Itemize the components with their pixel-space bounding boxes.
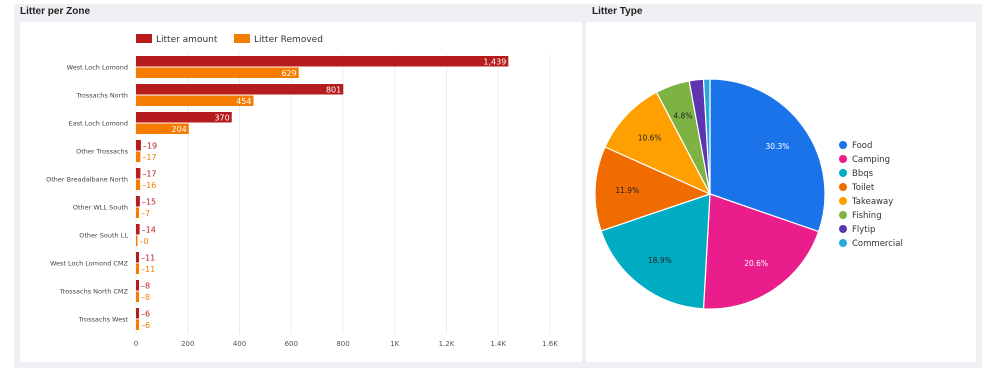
bar	[136, 196, 140, 207]
legend-label: Food	[852, 141, 872, 151]
bar-value-label: –8	[141, 293, 150, 302]
pie-slice-label: 11.9%	[615, 186, 639, 195]
bar	[136, 319, 139, 330]
pie-slice	[600, 193, 711, 310]
bar-chart: 0 200 400 600 800 1K 1.2K 1.4K 1.6K Litter amount…	[46, 34, 558, 348]
bar-value-label: –11	[141, 253, 155, 262]
legend-marker	[839, 183, 847, 191]
x-tick-label: 1.2K	[439, 340, 455, 348]
bar-value-label: –16	[142, 181, 156, 190]
bar	[136, 179, 141, 190]
category-label: Other South LL	[79, 232, 128, 240]
category-label: West Loch Lomond	[67, 64, 128, 72]
bar-value-label: –8	[141, 281, 150, 290]
x-tick-label: 400	[233, 340, 246, 348]
pie-slice	[594, 146, 712, 232]
bar-value-label: –15	[142, 197, 156, 206]
bar	[136, 207, 139, 218]
pie-panel-title: Litter Type	[592, 6, 643, 17]
legend-marker	[839, 155, 847, 163]
bar-value-label: 204	[172, 125, 187, 134]
legend-label: Litter Removed	[254, 35, 323, 45]
legend-marker	[839, 169, 847, 177]
bar	[136, 95, 254, 106]
legend-label: Commercial	[852, 239, 903, 249]
pie-chart-card: 30.3% 20.6% 18.9% 11.9% 10.6% 4.8% Food Camping…	[586, 22, 976, 362]
x-tick-label: 200	[181, 340, 194, 348]
pie-slice-label: 4.8%	[673, 112, 692, 121]
bar	[136, 123, 189, 134]
legend-label: Toilet	[851, 183, 875, 193]
legend-label: Fishing	[852, 211, 882, 221]
pie-slice-label: 18.9%	[648, 256, 672, 265]
legend-marker	[839, 225, 847, 233]
pie-slice-label: 30.3%	[766, 142, 790, 151]
bar	[136, 84, 344, 95]
legend-label: Takeaway	[851, 197, 893, 207]
bar	[136, 224, 140, 235]
legend-label: Bbqs	[852, 169, 874, 179]
bar-value-label: –14	[142, 225, 156, 234]
x-tick-label: 600	[285, 340, 298, 348]
pie-slice-label: 10.6%	[638, 133, 662, 142]
category-label: Other WLL South	[73, 204, 128, 212]
legend-marker	[839, 141, 847, 149]
x-tick-label: 1K	[390, 340, 399, 348]
bar-value-label: 370	[214, 113, 229, 122]
bar-value-label: 801	[326, 85, 341, 94]
category-label: Other Breadalbane North	[46, 176, 128, 184]
legend-swatch	[234, 34, 250, 43]
bar	[136, 308, 139, 319]
bar-value-label: –0	[140, 237, 149, 246]
bar	[136, 140, 141, 151]
pie-chart: 30.3% 20.6% 18.9% 11.9% 10.6% 4.8% Food Camping…	[594, 78, 903, 310]
bar	[136, 151, 141, 162]
bar-value-label: 454	[236, 97, 251, 106]
pie-slice	[604, 91, 712, 196]
pie-slice-label: 20.6%	[744, 259, 768, 268]
bar-value-label: –11	[141, 265, 155, 274]
bar	[136, 291, 139, 302]
bar-value-label: –6	[141, 309, 150, 318]
x-tick-label: 1.4K	[490, 340, 506, 348]
bar-value-label: –17	[142, 153, 156, 162]
legend-label: Camping	[852, 155, 890, 165]
legend-swatch	[136, 34, 152, 43]
bar-value-label: 629	[281, 69, 296, 78]
legend-marker	[839, 197, 847, 205]
bar	[136, 280, 139, 291]
bar	[136, 168, 141, 179]
legend-marker	[839, 211, 847, 219]
bar	[136, 67, 299, 78]
bar	[136, 56, 509, 67]
pie-slice	[709, 78, 826, 233]
category-label: Other Trossachs	[76, 148, 128, 156]
category-label: Trossachs West	[78, 316, 129, 324]
bar-value-label: –6	[141, 321, 150, 330]
category-label: Trossachs North CMZ	[59, 288, 129, 296]
legend-marker	[839, 239, 847, 247]
category-label: Trossachs North	[75, 92, 128, 100]
bar	[136, 252, 139, 263]
bar-value-label: –7	[141, 209, 150, 218]
legend-label: Flytip	[852, 225, 875, 235]
bar	[136, 235, 138, 246]
x-tick-label: 0	[134, 340, 138, 348]
bar-value-label: –19	[143, 141, 157, 150]
legend-label: Litter amount	[156, 35, 218, 45]
bar-value-label: 1,439	[483, 57, 506, 66]
category-label: East Loch Lomond	[69, 120, 128, 128]
bar	[136, 263, 139, 274]
bar	[136, 112, 232, 123]
category-label: West Loch Lomond CMZ	[50, 260, 129, 268]
bar-panel-title: Litter per Zone	[20, 6, 91, 17]
x-tick-label: 800	[336, 340, 349, 348]
pie-slice	[702, 78, 711, 195]
bar-chart-card: 0 200 400 600 800 1K 1.2K 1.4K 1.6K Litter amount…	[20, 22, 582, 362]
pie-slice	[702, 193, 820, 310]
bar-value-label: –17	[142, 169, 156, 178]
x-tick-label: 1.6K	[542, 340, 558, 348]
